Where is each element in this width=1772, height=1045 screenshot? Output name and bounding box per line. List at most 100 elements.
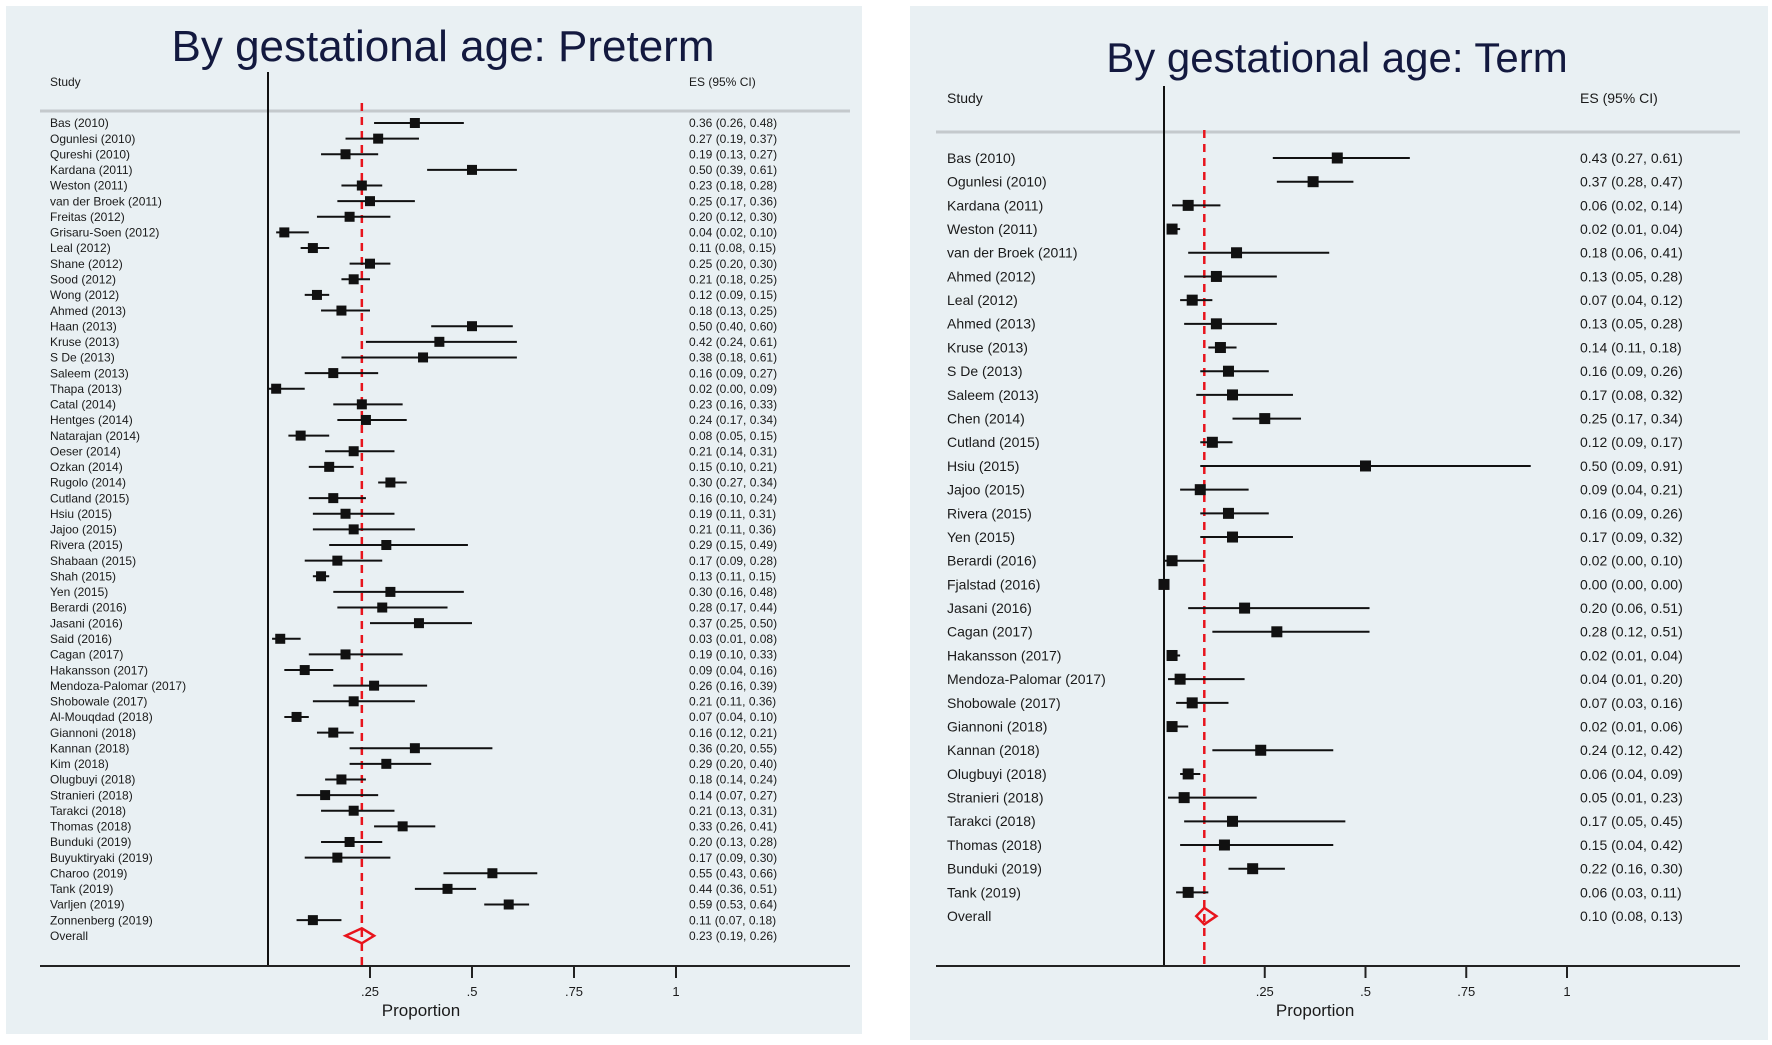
study-label: Wong (2012): [50, 288, 119, 302]
effect-size-marker: [340, 649, 351, 660]
effect-size-marker: [279, 227, 290, 238]
es-ci-label: 0.22 (0.16, 0.30): [1580, 861, 1683, 877]
overall-diamond: [1194, 906, 1219, 926]
es-ci-label: 0.36 (0.20, 0.55): [689, 741, 777, 755]
effect-size-marker: [377, 602, 388, 613]
study-label: Rivera (2015): [947, 505, 1032, 521]
x-tick-label: .75: [1457, 984, 1475, 999]
study-label: Ozkan (2014): [50, 460, 123, 474]
effect-size-marker: [1331, 152, 1343, 164]
study-label: Tank (2019): [50, 882, 113, 896]
es-ci-label: 0.18 (0.14, 0.24): [689, 773, 777, 787]
effect-size-marker: [328, 368, 339, 379]
x-tick-label: .5: [467, 984, 478, 999]
study-label: Catal (2014): [50, 398, 116, 412]
effect-size-marker: [365, 196, 375, 207]
es-ci-label: 0.37 (0.25, 0.50): [689, 616, 777, 630]
effect-size-marker: [1182, 886, 1194, 898]
study-label: Haan (2013): [50, 319, 117, 333]
study-label: Stranieri (2018): [50, 788, 133, 802]
effect-size-marker: [467, 164, 477, 175]
effect-size-marker: [336, 774, 347, 785]
study-label: Hentges (2014): [50, 413, 133, 427]
es-ci-label: 0.00 (0.00, 0.00): [1580, 576, 1683, 592]
study-label: Kannan (2018): [50, 741, 129, 755]
study-label: Shabaan (2015): [50, 554, 136, 568]
effect-size-marker: [369, 680, 380, 691]
effect-size-marker: [1174, 673, 1186, 685]
effect-size-marker: [348, 446, 359, 457]
study-label: Jajoo (2015): [947, 482, 1025, 498]
effect-size-marker: [360, 414, 371, 425]
study-label: Shane (2012): [50, 257, 123, 271]
es-ci-label: 0.25 (0.20, 0.30): [689, 257, 777, 271]
x-tick-label: .75: [565, 984, 583, 999]
study-label: Bunduki (2019): [50, 835, 131, 849]
effect-size-marker: [1227, 531, 1239, 543]
effect-size-marker: [344, 211, 355, 222]
effect-size-marker: [1210, 318, 1222, 330]
study-label: Kruse (2013): [947, 339, 1028, 355]
study-label: Jasani (2016): [947, 600, 1032, 616]
overall-es-ci-label: 0.10 (0.08, 0.13): [1580, 908, 1683, 924]
study-label: Kardana (2011): [50, 163, 133, 177]
study-label: Ahmed (2013): [50, 304, 126, 318]
es-ci-label: 0.59 (0.53, 0.64): [689, 898, 777, 912]
study-label: Bunduki (2019): [947, 861, 1042, 877]
effect-size-marker: [409, 118, 420, 128]
study-label: Rivera (2015): [50, 538, 123, 552]
es-ci-label: 0.02 (0.01, 0.04): [1580, 221, 1683, 237]
study-label: Al-Mouqdad (2018): [50, 710, 153, 724]
es-ci-label: 0.04 (0.02, 0.10): [689, 226, 777, 240]
effect-size-marker: [1227, 815, 1239, 827]
effect-size-marker: [1186, 294, 1198, 306]
effect-size-marker: [381, 758, 392, 769]
es-ci-label: 0.16 (0.12, 0.21): [689, 726, 777, 740]
study-label: Cagan (2017): [50, 648, 123, 662]
es-ci-label: 0.44 (0.36, 0.51): [689, 882, 777, 896]
effect-size-marker: [503, 899, 514, 910]
column-header-es: ES (95% CI): [689, 75, 756, 89]
effect-size-marker: [332, 852, 343, 863]
es-ci-label: 0.12 (0.09, 0.15): [689, 288, 777, 302]
effect-size-marker: [311, 289, 322, 300]
effect-size-marker: [328, 727, 339, 738]
study-label: Cagan (2017): [947, 624, 1033, 640]
forest-plot-preterm-svg: By gestational age: Preterm Study ES (95% …: [40, 22, 850, 1020]
es-ci-label: 0.26 (0.16, 0.39): [689, 679, 777, 693]
study-label: S De (2013): [50, 351, 115, 365]
study-label: Hsiu (2015): [50, 507, 112, 521]
es-ci-label: 0.30 (0.16, 0.48): [689, 585, 777, 599]
effect-size-marker: [397, 821, 408, 832]
es-ci-label: 0.17 (0.09, 0.30): [689, 851, 777, 865]
effect-size-marker: [1239, 602, 1251, 614]
overall-label: Overall: [50, 929, 88, 943]
study-label: Tank (2019): [947, 884, 1021, 900]
study-label: Shobowale (2017): [50, 695, 147, 709]
study-label: Ogunlesi (2010): [947, 174, 1047, 190]
study-label: Thapa (2013): [50, 382, 122, 396]
study-label: Tarakci (2018): [947, 813, 1036, 829]
study-label: Charoo (2019): [50, 866, 127, 880]
forest-plot-term-svg: By gestational age: Term Study ES (95% CI)…: [936, 34, 1740, 1020]
es-ci-label: 0.50 (0.39, 0.61): [689, 163, 777, 177]
effect-size-marker: [1206, 436, 1218, 448]
study-label: Mendoza-Palomar (2017): [947, 671, 1106, 687]
study-label: Varljen (2019): [50, 898, 124, 912]
x-tick-label: .25: [1256, 984, 1274, 999]
es-ci-label: 0.16 (0.09, 0.26): [1580, 505, 1683, 521]
es-ci-label: 0.29 (0.20, 0.40): [689, 757, 777, 771]
es-ci-label: 0.16 (0.09, 0.27): [689, 366, 777, 380]
es-ci-label: 0.28 (0.12, 0.51): [1580, 624, 1683, 640]
effect-size-marker: [1271, 626, 1283, 638]
es-ci-label: 0.12 (0.09, 0.17): [1580, 434, 1683, 450]
study-label: Yen (2015): [947, 529, 1015, 545]
study-label: Buyuktiryaki (2019): [50, 851, 153, 865]
study-label: Shobowale (2017): [947, 695, 1061, 711]
es-ci-label: 0.17 (0.08, 0.32): [1580, 387, 1683, 403]
effect-size-marker: [348, 696, 359, 707]
es-ci-label: 0.18 (0.13, 0.25): [689, 304, 777, 318]
es-ci-label: 0.11 (0.07, 0.18): [689, 913, 776, 927]
es-ci-label: 0.50 (0.40, 0.60): [689, 319, 777, 333]
es-ci-label: 0.21 (0.11, 0.36): [689, 695, 776, 709]
